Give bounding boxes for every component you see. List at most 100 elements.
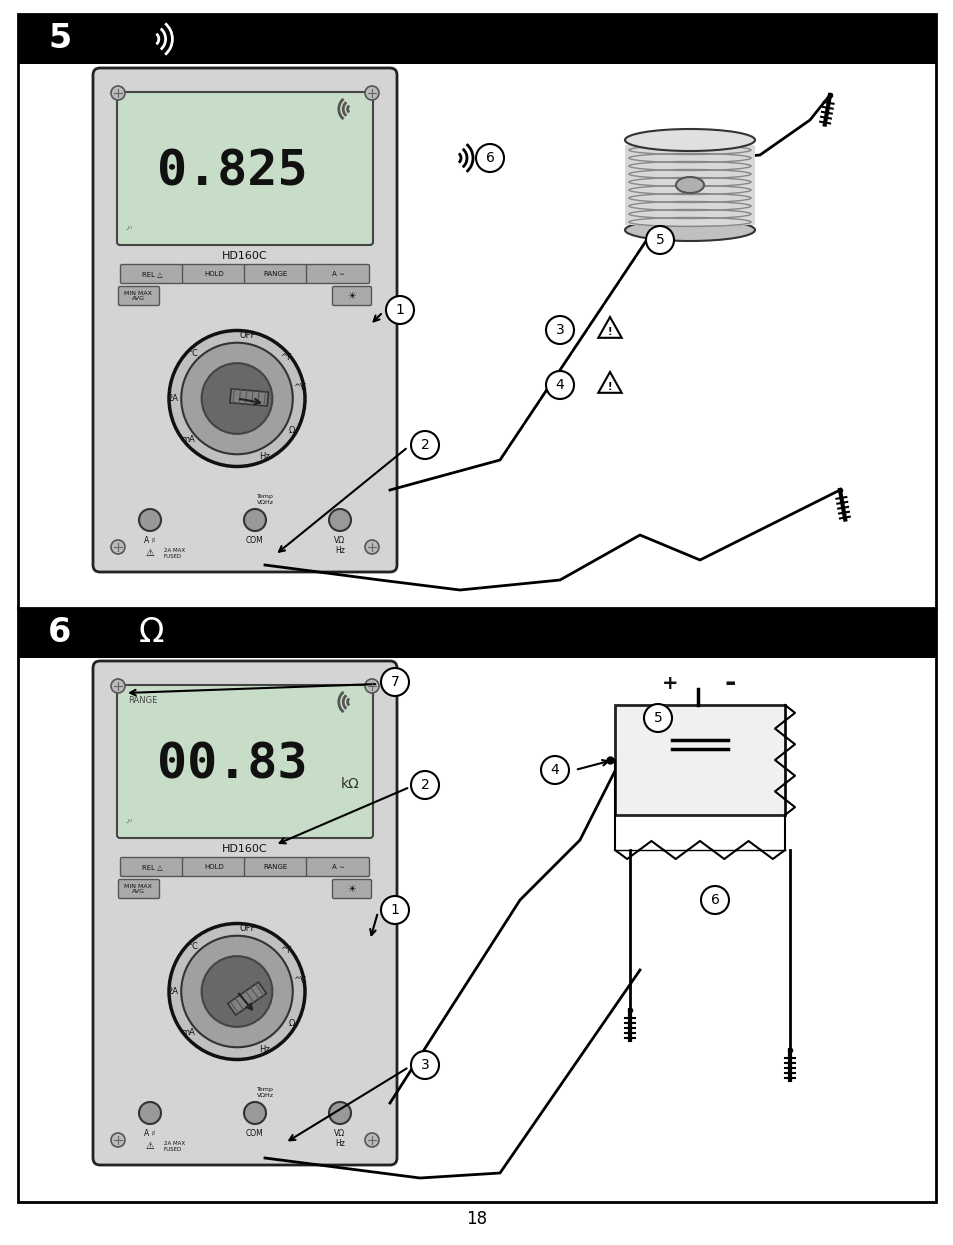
- Text: +: +: [661, 674, 678, 693]
- FancyBboxPatch shape: [306, 858, 369, 876]
- Circle shape: [244, 509, 266, 532]
- Text: VΩ
Hz: VΩ Hz: [335, 1129, 345, 1148]
- Text: 1: 1: [390, 903, 399, 918]
- Circle shape: [386, 296, 414, 324]
- Text: A ♯: A ♯: [144, 537, 155, 545]
- FancyBboxPatch shape: [117, 92, 373, 245]
- Circle shape: [476, 144, 503, 172]
- Bar: [18, 608, 935, 659]
- Circle shape: [411, 771, 438, 799]
- Text: Temp
VΩHz: Temp VΩHz: [256, 1087, 274, 1098]
- Circle shape: [169, 924, 305, 1059]
- Text: ^V: ^V: [294, 976, 306, 985]
- Circle shape: [329, 509, 351, 532]
- Circle shape: [545, 316, 574, 344]
- Text: -ᴵᴵᴵ: -ᴵᴵᴵ: [126, 224, 132, 233]
- Text: RANGE: RANGE: [264, 864, 288, 870]
- Circle shape: [111, 679, 125, 693]
- Ellipse shape: [624, 219, 754, 242]
- Text: 2A: 2A: [168, 987, 178, 996]
- Text: 4: 4: [555, 378, 564, 392]
- FancyBboxPatch shape: [120, 264, 183, 284]
- Text: kΩ: kΩ: [341, 777, 359, 791]
- FancyBboxPatch shape: [182, 858, 245, 876]
- Circle shape: [201, 956, 272, 1027]
- Text: OFF: OFF: [239, 331, 256, 340]
- Polygon shape: [228, 982, 266, 1015]
- FancyBboxPatch shape: [92, 68, 396, 571]
- Text: 4: 4: [550, 763, 558, 777]
- Text: 6: 6: [710, 893, 719, 908]
- Text: !: !: [607, 327, 612, 337]
- Text: A ∼: A ∼: [332, 271, 344, 276]
- Text: COM: COM: [246, 1129, 264, 1138]
- Text: HOLD: HOLD: [204, 864, 224, 870]
- Text: VΩ
Hz: VΩ Hz: [335, 537, 345, 555]
- Circle shape: [411, 431, 438, 459]
- Text: Ω: Ω: [289, 426, 295, 435]
- Text: A ♯: A ♯: [144, 1129, 155, 1138]
- Text: RANGE: RANGE: [264, 271, 288, 276]
- FancyBboxPatch shape: [92, 661, 396, 1165]
- Text: A ∼: A ∼: [332, 864, 344, 870]
- Text: 18: 18: [466, 1210, 487, 1228]
- Circle shape: [111, 1133, 125, 1147]
- Circle shape: [411, 1051, 438, 1079]
- Text: !: !: [607, 382, 612, 392]
- Circle shape: [645, 227, 673, 254]
- Text: MIN MAX
AVG: MIN MAX AVG: [124, 290, 152, 301]
- Circle shape: [365, 679, 378, 693]
- Text: Hz: Hz: [258, 452, 269, 461]
- Text: 5: 5: [48, 22, 71, 56]
- Text: mA: mA: [181, 435, 194, 444]
- Text: ⚠: ⚠: [146, 1140, 154, 1150]
- Ellipse shape: [624, 129, 754, 151]
- Circle shape: [139, 1102, 161, 1124]
- Circle shape: [365, 1133, 378, 1147]
- Text: ^V: ^V: [294, 383, 306, 392]
- Circle shape: [169, 330, 305, 467]
- Text: 3: 3: [555, 322, 564, 337]
- Circle shape: [700, 886, 728, 914]
- Circle shape: [540, 756, 568, 784]
- Circle shape: [545, 371, 574, 398]
- Text: HD160C: HD160C: [222, 844, 268, 854]
- Text: 0.825: 0.825: [157, 147, 308, 195]
- Circle shape: [181, 342, 293, 454]
- Circle shape: [111, 86, 125, 100]
- Text: -: -: [723, 669, 735, 697]
- FancyBboxPatch shape: [118, 879, 159, 899]
- Circle shape: [244, 1102, 266, 1124]
- Bar: [615, 705, 784, 815]
- Text: RANGE: RANGE: [128, 696, 157, 705]
- Text: -ᴵᴵᴵ: -ᴵᴵᴵ: [126, 817, 132, 825]
- Text: HD160C: HD160C: [222, 251, 268, 261]
- Text: HOLD: HOLD: [204, 271, 224, 276]
- Text: MIN MAX
AVG: MIN MAX AVG: [124, 884, 152, 894]
- Text: 2A MAX
FUSED: 2A MAX FUSED: [164, 1140, 185, 1152]
- FancyBboxPatch shape: [120, 858, 183, 876]
- Ellipse shape: [676, 177, 703, 193]
- Text: ☀: ☀: [347, 291, 356, 301]
- Text: 2A: 2A: [168, 393, 178, 403]
- Text: REL △: REL △: [142, 864, 162, 870]
- Circle shape: [365, 540, 378, 554]
- Circle shape: [643, 703, 671, 732]
- Text: 2: 2: [420, 778, 429, 792]
- Text: 3: 3: [420, 1058, 429, 1072]
- Bar: [624, 144, 754, 225]
- FancyBboxPatch shape: [333, 286, 371, 305]
- Text: 2: 2: [420, 438, 429, 452]
- Text: ^C: ^C: [185, 941, 198, 951]
- Text: ☀: ☀: [347, 884, 356, 894]
- Circle shape: [329, 1102, 351, 1124]
- Text: 5: 5: [653, 711, 661, 725]
- Circle shape: [201, 364, 272, 433]
- Circle shape: [365, 86, 378, 100]
- Circle shape: [380, 669, 409, 696]
- Circle shape: [139, 509, 161, 532]
- Text: 1: 1: [395, 303, 404, 317]
- FancyBboxPatch shape: [117, 685, 373, 838]
- Text: 6: 6: [48, 616, 71, 650]
- Text: mA: mA: [181, 1028, 194, 1037]
